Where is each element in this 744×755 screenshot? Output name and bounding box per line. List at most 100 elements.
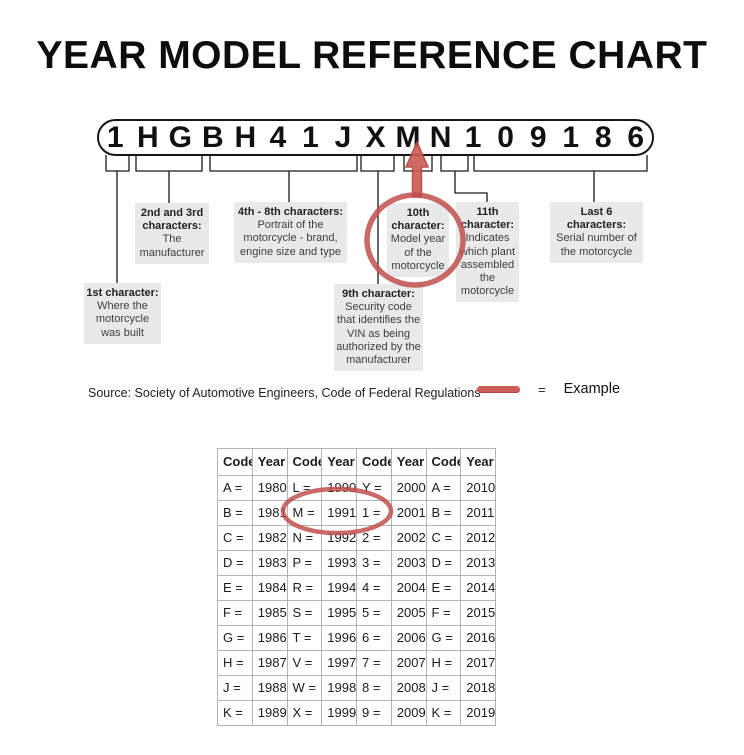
year-table-cell: 1992 xyxy=(321,525,357,551)
year-table-cell: T = xyxy=(286,625,323,651)
year-table-cell: R = xyxy=(286,575,323,601)
bracket-2nd-3rd-characters xyxy=(135,155,203,203)
callout-last-6-characters: Last 6 characters: Serial number of the … xyxy=(550,202,643,263)
year-table-cell: H = xyxy=(217,650,253,676)
year-table-cell: 2018 xyxy=(460,675,496,701)
year-table-cell: G = xyxy=(217,625,253,651)
year-table-body: A = 1980 L = 1990 Y = 2000 A = 2010 B = 1981 M = 19… xyxy=(217,475,496,726)
year-table-cell: 1995 xyxy=(321,600,357,626)
equals-sign: = xyxy=(538,381,546,397)
callout-title: 1st character: xyxy=(86,287,159,299)
year-table-row: G = 1986 T = 1996 6 = 2006 G = 2016 xyxy=(217,625,496,651)
callout-body: Where the motorcycle was built xyxy=(95,300,150,339)
page-title: YEAR MODEL REFERENCE CHART xyxy=(36,34,708,77)
year-table-cell: 9 = xyxy=(356,700,392,726)
year-table-cell: W = xyxy=(286,675,323,701)
year-table-cell: 2 = xyxy=(356,525,392,551)
year-table-cell: G = xyxy=(425,625,462,651)
year-table-cell: 2000 xyxy=(390,475,427,501)
year-table-cell: D = xyxy=(425,550,462,576)
year-table-cell: C = xyxy=(425,525,462,551)
year-table-header-cell: Code xyxy=(217,448,253,476)
vin-character: G xyxy=(168,120,192,154)
callout-2nd-3rd-characters: 2nd and 3rd characters: The manufacturer xyxy=(135,203,209,264)
year-table-cell: M = xyxy=(286,500,323,526)
year-table-cell: A = xyxy=(217,475,253,501)
callout-1st-character: 1st character: Where the motorcycle was … xyxy=(84,283,161,344)
bracket-11th-character xyxy=(440,155,488,202)
bracket-1st-character xyxy=(105,155,130,283)
year-table-cell: 1990 xyxy=(321,475,357,501)
year-table-cell: B = xyxy=(425,500,462,526)
example-line-swatch xyxy=(477,385,520,393)
example-label: Example xyxy=(563,381,621,397)
year-table-cell: 2007 xyxy=(390,650,427,676)
year-table-cell: C = xyxy=(217,525,253,551)
year-table-cell: L = xyxy=(286,475,323,501)
year-table-row: F = 1985 S = 1995 5 = 2005 F = 2015 xyxy=(217,600,496,626)
source-text: Source: Society of Automotive Engineers,… xyxy=(88,386,481,400)
year-table-cell: 1983 xyxy=(251,550,288,576)
year-table-cell: 2008 xyxy=(390,675,427,701)
year-table-cell: 1999 xyxy=(321,700,357,726)
year-table-cell: 6 = xyxy=(356,625,392,651)
year-table-cell: 1982 xyxy=(251,525,288,551)
year-table-cell: B = xyxy=(217,500,253,526)
year-table-cell: 4 = xyxy=(356,575,392,601)
year-table-cell: 1980 xyxy=(251,475,288,501)
year-table-cell: 1998 xyxy=(321,675,357,701)
callout-4th-8th-characters: 4th - 8th characters: Portrait of the mo… xyxy=(234,202,347,263)
year-table-cell: 1993 xyxy=(321,550,357,576)
vin-character: 4 xyxy=(269,120,287,154)
year-table-cell: 3 = xyxy=(356,550,392,576)
year-table-cell: V = xyxy=(286,650,323,676)
year-table-cell: 5 = xyxy=(356,600,392,626)
year-table-cell: 2006 xyxy=(390,625,427,651)
vin-character: 8 xyxy=(594,120,612,154)
year-table-row: J = 1988 W = 1998 8 = 2008 J = 2018 xyxy=(217,675,496,701)
year-table-row: K = 1989 X = 1999 9 = 2009 K = 2019 xyxy=(217,700,496,726)
vin-character: H xyxy=(136,120,159,154)
year-table-cell: E = xyxy=(217,575,253,601)
year-table-header-cell: Code xyxy=(425,448,462,476)
year-table-row: C = 1982 N = 1992 2 = 2002 C = 2012 xyxy=(217,525,496,551)
year-table-cell: F = xyxy=(425,600,462,626)
year-table-header-cell: Year xyxy=(251,448,288,476)
vin-character: 1 xyxy=(106,120,124,154)
vin-character: 6 xyxy=(627,120,645,154)
year-table-header-cell: Year xyxy=(460,448,496,476)
year-table-cell: 1989 xyxy=(251,700,288,726)
year-table-row: D = 1983 P = 1993 3 = 2003 D = 2013 xyxy=(217,550,496,576)
year-table-cell: J = xyxy=(425,675,462,701)
bracket-last-6-characters xyxy=(473,155,648,202)
year-table-cell: E = xyxy=(425,575,462,601)
callout-body: Model year of the motorcycle xyxy=(390,233,446,272)
year-table-row: A = 1980 L = 1990 Y = 2000 A = 2010 xyxy=(217,475,496,501)
year-table-cell: 1 = xyxy=(356,500,392,526)
callout-title: 11th character: xyxy=(460,206,515,232)
year-table-cell: 1994 xyxy=(321,575,357,601)
year-table-cell: S = xyxy=(286,600,323,626)
vin-character: 0 xyxy=(497,120,514,154)
year-table-cell: 2001 xyxy=(390,500,427,526)
year-table-cell: 1986 xyxy=(251,625,288,651)
year-table-cell: N = xyxy=(286,525,323,551)
year-code-table: Code Year Code Year Code Year Code Year A = 1980… xyxy=(217,448,496,726)
callout-10th-character: 10th character: Model year of the motorc… xyxy=(387,203,449,277)
year-table-cell: 2012 xyxy=(460,525,496,551)
callout-body: Security code that identifies the VIN as… xyxy=(336,301,421,366)
year-table-cell: 1985 xyxy=(251,600,288,626)
year-table-cell: K = xyxy=(217,700,253,726)
year-table-cell: 2016 xyxy=(460,625,496,651)
vin-character: 1 xyxy=(302,120,319,154)
year-table-row: B = 1981 M = 1991 1 = 2001 B = 2011 xyxy=(217,500,496,526)
callout-title: 2nd and 3rd characters: xyxy=(140,207,204,233)
year-table-cell: J = xyxy=(217,675,253,701)
year-table-cell: P = xyxy=(286,550,323,576)
callout-title: Last 6 characters: xyxy=(566,206,627,232)
year-table-cell: 7 = xyxy=(356,650,392,676)
year-table-cell: 2015 xyxy=(460,600,496,626)
callout-body: Portrait of the motorcycle - brand, engi… xyxy=(240,219,341,258)
vin-character: X xyxy=(365,120,386,154)
year-table-cell: A = xyxy=(425,475,462,501)
